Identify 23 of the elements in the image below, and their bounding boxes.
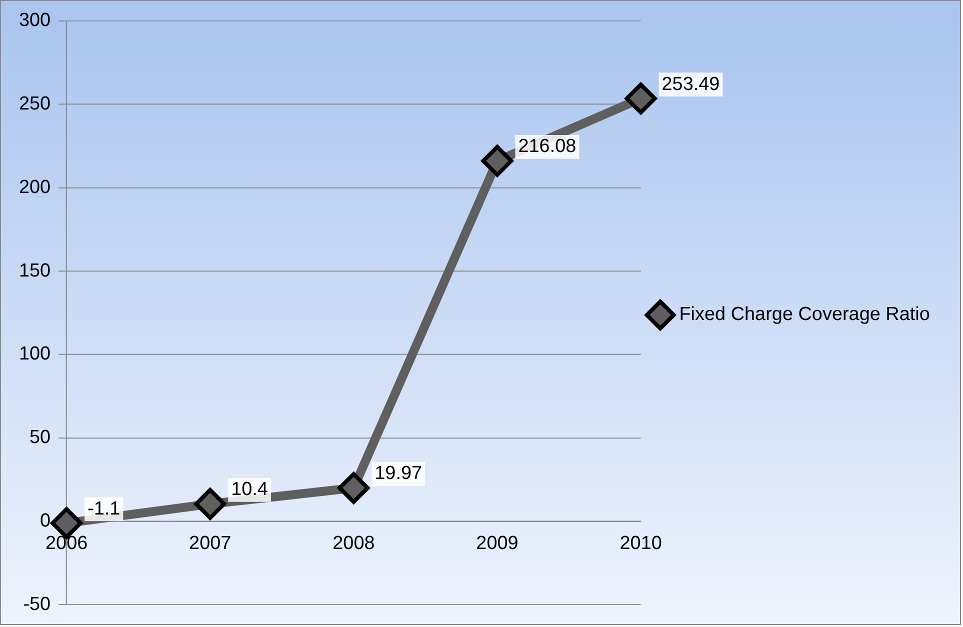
- data-label: 19.97: [374, 463, 422, 484]
- y-tick-label: 250: [18, 94, 51, 115]
- point: [624, 82, 657, 114]
- x-tick-label: 2010: [620, 532, 662, 554]
- x-tick-label: 2006: [45, 532, 88, 554]
- x-tick-label: 2008: [332, 532, 375, 554]
- point: [338, 472, 370, 504]
- legend-label: Fixed Charge Coverage Ratio: [679, 304, 930, 326]
- data-label: 216.08: [518, 136, 576, 158]
- data-label: 253.49: [662, 74, 720, 95]
- data-label: -1.1: [88, 498, 120, 520]
- point: [481, 144, 514, 177]
- data-label: 10.4: [231, 479, 268, 500]
- y-tick-label: 300: [18, 10, 51, 32]
- point: [194, 488, 226, 520]
- y-tick-label: -50: [23, 594, 51, 615]
- y-tick-label: 0: [40, 510, 51, 532]
- y-tick-label: 150: [18, 260, 51, 282]
- x-tick-label: 2007: [189, 532, 232, 554]
- x-tick-label: 2009: [476, 532, 518, 554]
- y-tick-label: 100: [18, 344, 51, 365]
- y-tick-label: 200: [18, 176, 51, 198]
- y-tick-label: 50: [30, 427, 51, 448]
